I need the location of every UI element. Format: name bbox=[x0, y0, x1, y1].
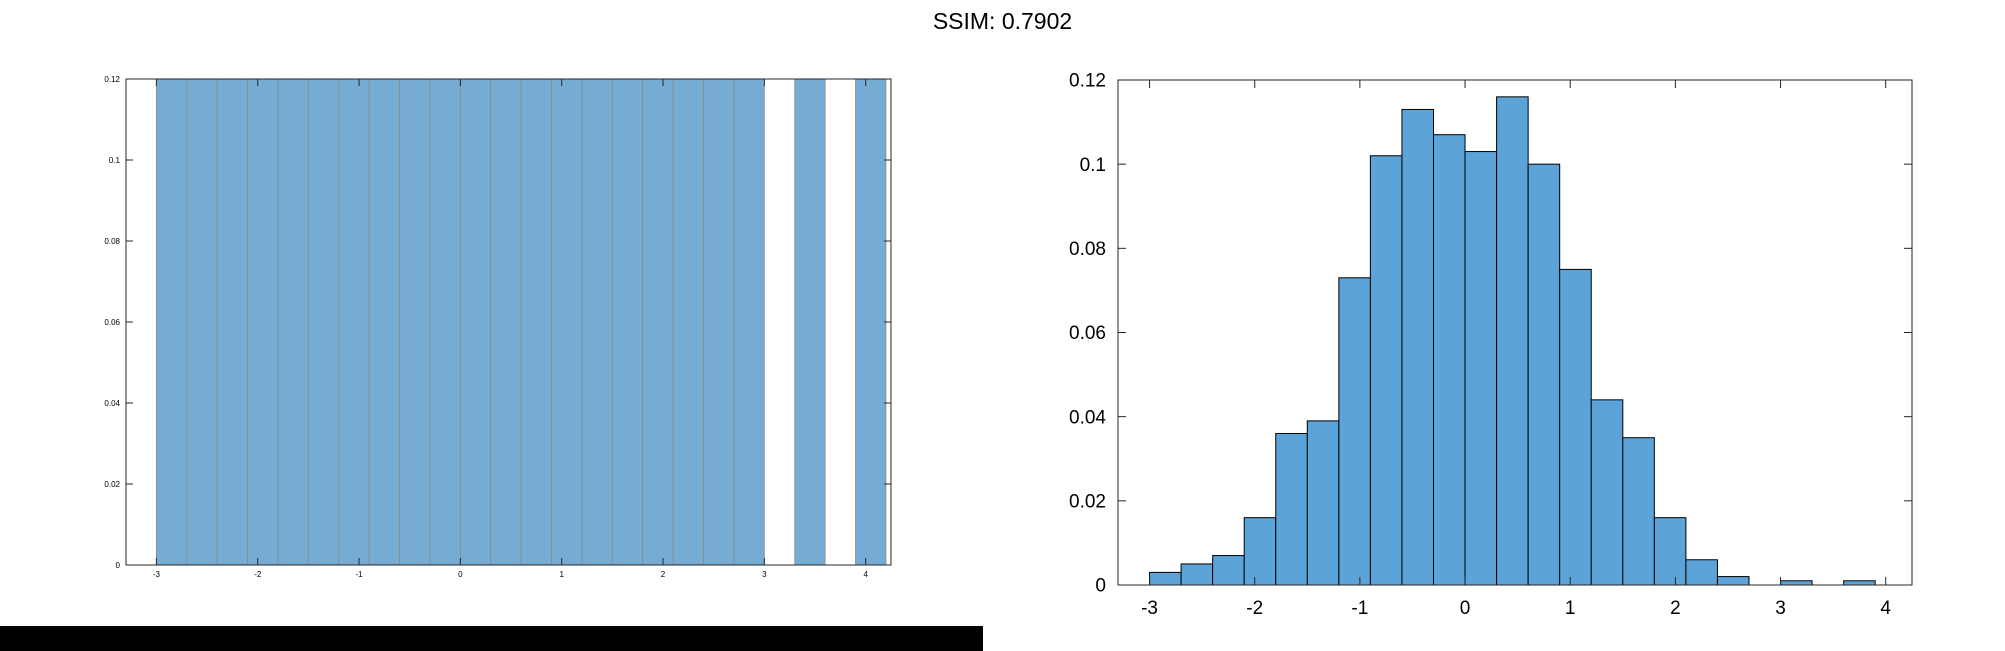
y-tick-label: 0.1 bbox=[109, 156, 121, 165]
left-histogram-chart: -3 -2 -1 0 1 2 3 4 0 0.02 0.04 0.06 0.08 0.1 0.12 bbox=[104, 75, 892, 579]
page-title: SSIM: 0.7902 bbox=[932, 8, 1073, 34]
histogram-bar bbox=[520, 78, 552, 566]
x-tick-label: 3 bbox=[762, 570, 767, 579]
x-tick-label: 0 bbox=[458, 570, 463, 579]
histogram-bar bbox=[1149, 571, 1182, 586]
x-tick-label: 2 bbox=[1670, 598, 1681, 619]
histogram-bar bbox=[551, 78, 583, 566]
y-tick-label: 0.1 bbox=[1080, 155, 1106, 176]
histogram-bar bbox=[1622, 437, 1655, 586]
histogram-bar bbox=[703, 78, 735, 566]
y-tick-label: 0 bbox=[116, 561, 121, 570]
y-tick-label: 0.02 bbox=[104, 480, 120, 489]
y-tick-label: 0.12 bbox=[104, 75, 120, 84]
y-tick-label: 0.04 bbox=[104, 399, 120, 408]
histogram-bar bbox=[1496, 96, 1529, 586]
y-tick-label: 0.12 bbox=[1069, 71, 1106, 92]
histogram-bar bbox=[1275, 433, 1308, 586]
histogram-bar bbox=[1369, 155, 1403, 586]
y-tick-label: 0.08 bbox=[104, 237, 120, 246]
histogram-bar bbox=[1243, 517, 1277, 586]
histogram-bar bbox=[1338, 277, 1371, 586]
x-tick-label: 4 bbox=[863, 570, 868, 579]
histogram-bar bbox=[1716, 576, 1750, 586]
x-tick-label: 1 bbox=[1565, 598, 1576, 619]
x-tick-label: 3 bbox=[1775, 598, 1786, 619]
histogram-bar bbox=[1464, 151, 1498, 586]
histogram-bar bbox=[1780, 580, 1813, 586]
histogram-bar bbox=[1559, 268, 1592, 586]
x-tick-label: -3 bbox=[153, 570, 161, 579]
x-tick-label: -1 bbox=[1351, 598, 1368, 619]
histogram-bar bbox=[642, 78, 674, 566]
histogram-bar bbox=[1212, 555, 1245, 586]
histogram-bar bbox=[1843, 580, 1876, 586]
histogram-bar bbox=[155, 78, 188, 566]
histogram-bar bbox=[399, 78, 431, 566]
y-tick-label: 0 bbox=[1095, 576, 1106, 597]
histogram-bar bbox=[611, 78, 644, 566]
histogram-bar bbox=[1180, 563, 1214, 586]
histogram-bar bbox=[216, 78, 248, 566]
y-tick-label: 0.06 bbox=[104, 318, 120, 327]
histogram-bar bbox=[338, 78, 370, 566]
x-tick-label: -2 bbox=[254, 570, 262, 579]
histogram-bar bbox=[1527, 163, 1561, 586]
histogram-bar bbox=[733, 78, 765, 566]
histogram-bar bbox=[368, 78, 400, 566]
y-tick-label: 0.06 bbox=[1069, 323, 1106, 344]
x-tick-label: -1 bbox=[355, 570, 363, 579]
x-tick-label: 2 bbox=[661, 570, 666, 579]
histogram-bar bbox=[1306, 420, 1340, 586]
histogram-bar bbox=[1401, 108, 1434, 586]
y-tick-label: 0.02 bbox=[1069, 491, 1106, 512]
black-bar bbox=[0, 626, 983, 651]
histogram-bar bbox=[1432, 134, 1466, 586]
x-tick-label: 0 bbox=[1460, 598, 1471, 619]
x-tick-label: -2 bbox=[1246, 598, 1263, 619]
histogram-bar bbox=[672, 78, 704, 566]
histogram-bar bbox=[1685, 559, 1718, 586]
x-tick-label: -3 bbox=[1141, 598, 1158, 619]
y-tick-label: 0.08 bbox=[1069, 239, 1106, 260]
histogram-bar bbox=[581, 78, 613, 566]
histogram-bar bbox=[1590, 399, 1624, 586]
x-tick-label: 1 bbox=[559, 570, 564, 579]
x-tick-label: 4 bbox=[1880, 598, 1891, 619]
y-tick-label: 0.04 bbox=[1069, 407, 1106, 428]
histogram-bar bbox=[855, 78, 887, 566]
histogram-bar bbox=[1653, 517, 1687, 586]
histogram-bar bbox=[490, 78, 522, 566]
